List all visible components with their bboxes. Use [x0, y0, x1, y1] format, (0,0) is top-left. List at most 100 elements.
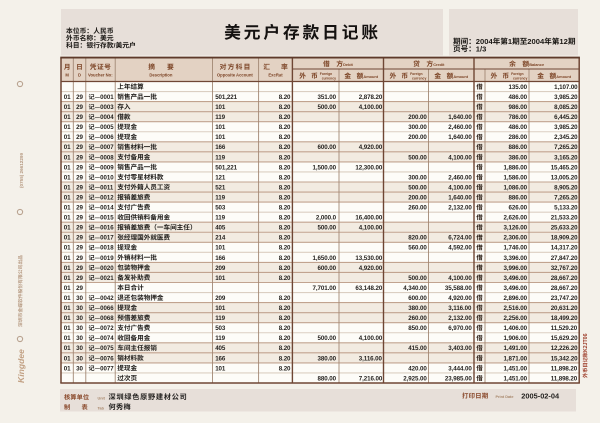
- svg-text:Opposite Account: Opposite Account: [217, 72, 254, 77]
- svg-text:380.00: 380.00: [408, 305, 427, 312]
- svg-text:Kingdee: Kingdee: [16, 349, 26, 383]
- svg-text:4,100.00: 4,100.00: [448, 154, 472, 161]
- svg-text:0076: 0076: [100, 355, 114, 362]
- svg-text:8.20: 8.20: [279, 255, 291, 262]
- svg-text:01: 01: [64, 295, 71, 302]
- svg-text:0017: 0017: [100, 235, 114, 242]
- svg-text:30: 30: [76, 315, 83, 322]
- svg-text:415.00: 415.00: [408, 345, 427, 352]
- svg-text:886.00: 886.00: [509, 144, 528, 151]
- svg-text:7,265.20: 7,265.20: [554, 195, 578, 202]
- svg-text:14,317.20: 14,317.20: [551, 245, 578, 252]
- svg-text:119: 119: [215, 195, 225, 202]
- svg-text:1,886.00: 1,886.00: [504, 164, 528, 171]
- svg-text:1,640.00: 1,640.00: [448, 195, 472, 202]
- svg-text:820.00: 820.00: [408, 235, 427, 242]
- svg-text:2,516.00: 2,516.00: [504, 305, 528, 312]
- svg-text:1,640.00: 1,640.00: [448, 134, 472, 141]
- svg-text:560.00: 560.00: [408, 245, 427, 252]
- svg-text:200.00: 200.00: [408, 195, 427, 202]
- svg-text:30: 30: [76, 325, 83, 332]
- svg-text:29: 29: [76, 134, 83, 141]
- svg-text:101: 101: [215, 104, 226, 111]
- svg-text:30: 30: [76, 355, 83, 362]
- svg-text:2004: 2004: [527, 37, 545, 46]
- svg-text:119: 119: [215, 315, 225, 322]
- svg-text:0014: 0014: [100, 205, 114, 212]
- svg-text:1,491.00: 1,491.00: [504, 345, 528, 352]
- svg-text:currency: currency: [412, 76, 426, 80]
- svg-text:Tab: Tab: [98, 406, 105, 410]
- svg-text:8.20: 8.20: [279, 114, 291, 121]
- svg-text:2,878.20: 2,878.20: [359, 94, 383, 101]
- svg-text:0042: 0042: [100, 295, 114, 302]
- svg-text:1: 1: [508, 37, 513, 46]
- svg-text:8.20: 8.20: [279, 144, 291, 151]
- svg-text:01: 01: [64, 94, 71, 101]
- svg-text:850.00: 850.00: [408, 325, 427, 332]
- svg-text:119: 119: [215, 114, 225, 121]
- svg-text:6,445.20: 6,445.20: [554, 114, 578, 121]
- svg-text:18,499.20: 18,499.20: [551, 315, 578, 322]
- svg-text:3,496.00: 3,496.00: [504, 275, 528, 282]
- svg-text:01: 01: [64, 134, 71, 141]
- svg-text:986.00: 986.00: [509, 104, 528, 111]
- svg-text:29: 29: [76, 285, 83, 292]
- svg-text:0010: 0010: [100, 174, 114, 181]
- svg-text:0001: 0001: [100, 94, 114, 101]
- svg-text:Amount: Amount: [556, 74, 571, 79]
- svg-text:01: 01: [64, 365, 71, 372]
- svg-text:4,592.00: 4,592.00: [448, 245, 472, 252]
- svg-text:121: 121: [215, 174, 226, 181]
- svg-text:300.00: 300.00: [408, 174, 427, 181]
- svg-text:2005-02-04: 2005-02-04: [521, 392, 560, 401]
- svg-text:3,444.00: 3,444.00: [448, 365, 472, 372]
- svg-text:0072: 0072: [100, 325, 114, 332]
- svg-text:01: 01: [64, 205, 71, 212]
- svg-text:101: 101: [215, 134, 226, 141]
- svg-text:101: 101: [215, 305, 226, 312]
- svg-text:5,133.20: 5,133.20: [554, 205, 578, 212]
- svg-text:13,005.20: 13,005.20: [551, 174, 578, 181]
- svg-text:M: M: [65, 72, 69, 77]
- svg-text:Unit: Unit: [98, 396, 106, 400]
- svg-text:29: 29: [76, 265, 83, 272]
- svg-text:4,340.00: 4,340.00: [403, 285, 427, 292]
- svg-text:63,148.20: 63,148.20: [355, 285, 382, 292]
- svg-text:1,500.00: 1,500.00: [313, 164, 337, 171]
- svg-text:01: 01: [64, 124, 71, 131]
- svg-text:/: /: [114, 43, 116, 50]
- svg-text:101: 101: [215, 275, 226, 282]
- svg-text:8.20: 8.20: [279, 184, 291, 191]
- svg-text:8.20: 8.20: [279, 275, 291, 282]
- svg-text:200.00: 200.00: [408, 114, 427, 121]
- svg-text:600.00: 600.00: [318, 265, 337, 272]
- svg-text:11,898.20: 11,898.20: [551, 375, 578, 382]
- svg-text:0008: 0008: [100, 154, 114, 161]
- svg-text:6,970.00: 6,970.00: [448, 325, 472, 332]
- svg-text:7,265.20: 7,265.20: [554, 144, 578, 151]
- svg-text:886.00: 886.00: [509, 195, 528, 202]
- svg-text:2,925.00: 2,925.00: [403, 375, 427, 382]
- svg-text:166: 166: [215, 144, 226, 151]
- svg-text:1,746.00: 1,746.00: [504, 245, 528, 252]
- svg-text:21,533.20: 21,533.20: [551, 215, 578, 222]
- svg-text:Balance: Balance: [529, 62, 545, 67]
- svg-text:3,996.00: 3,996.00: [504, 265, 528, 272]
- svg-text:166: 166: [215, 355, 226, 362]
- svg-text:3,165.20: 3,165.20: [554, 154, 578, 161]
- svg-text:500.00: 500.00: [408, 154, 427, 161]
- svg-text:01: 01: [64, 265, 71, 272]
- svg-text:351.00: 351.00: [318, 94, 337, 101]
- svg-text:01: 01: [64, 275, 71, 282]
- svg-text:600.00: 600.00: [318, 144, 337, 151]
- svg-text:8.20: 8.20: [279, 104, 291, 111]
- svg-text:200.00: 200.00: [408, 134, 427, 141]
- svg-text:3,403.00: 3,403.00: [448, 345, 472, 352]
- svg-text:35,588.00: 35,588.00: [445, 285, 472, 292]
- svg-text:0011: 0011: [100, 184, 114, 191]
- svg-text:0021: 0021: [100, 275, 114, 282]
- svg-text:6,724.00: 6,724.00: [448, 235, 472, 242]
- svg-text:01: 01: [64, 154, 71, 161]
- svg-text:8.20: 8.20: [279, 205, 291, 212]
